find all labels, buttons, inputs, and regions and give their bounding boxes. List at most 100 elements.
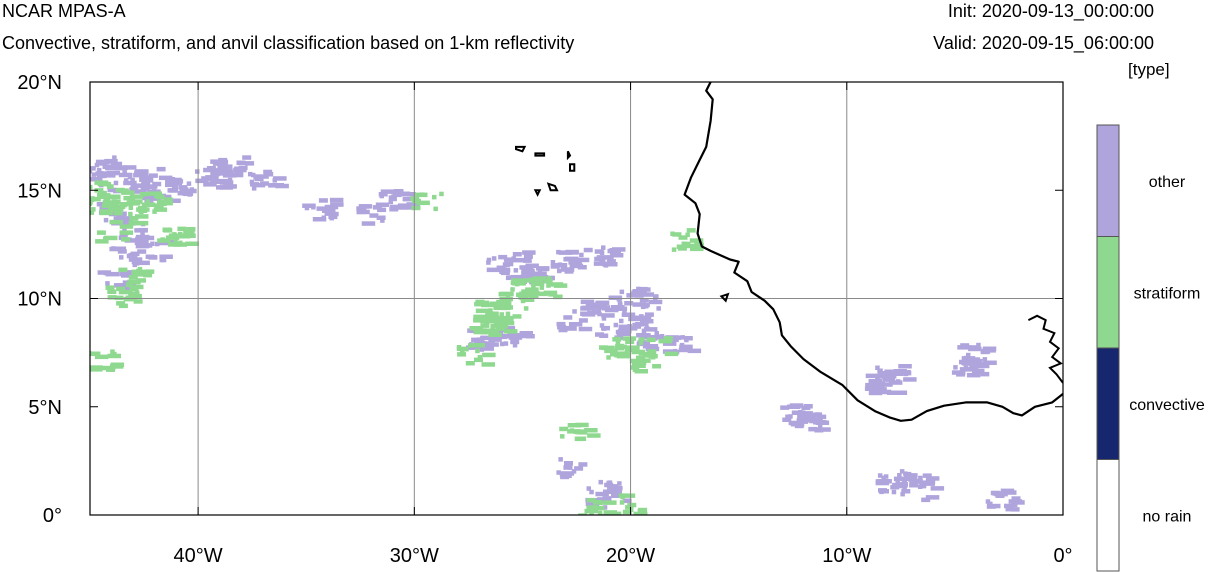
precip-stratiform-cell [99, 194, 109, 199]
precip-stratiform-cell [91, 207, 96, 212]
precip-other-cell [406, 192, 416, 197]
precip-other-cluster [165, 177, 197, 197]
precip-other-cell [563, 315, 573, 320]
precip-other-cell [90, 168, 93, 174]
precip-layer [90, 155, 1025, 515]
precip-other-cell [238, 165, 248, 171]
precip-other-cell [106, 173, 116, 178]
precip-other-cell [612, 247, 626, 252]
precip-stratiform-cell [90, 351, 92, 356]
precip-other-cell [155, 241, 160, 247]
precip-other-cell [634, 293, 644, 298]
precip-other-cell [794, 423, 804, 429]
precip-stratiform-cell [139, 191, 149, 197]
gridlines [90, 82, 1063, 515]
precip-stratiform-cell [123, 195, 133, 201]
precip-stratiform-cell [480, 329, 495, 335]
precip-other-cell [803, 411, 813, 416]
precip-other-cell [236, 160, 246, 165]
precip-other-cell [329, 215, 334, 221]
precip-other-cell [563, 326, 577, 331]
precip-stratiform-cell [182, 233, 196, 238]
precip-other-cell [130, 183, 144, 188]
precip-other-cell [617, 481, 622, 486]
precip-other-cell [103, 217, 109, 223]
precip-stratiform-cell [598, 500, 603, 505]
precip-other-cell [177, 190, 187, 196]
precip-stratiform-cell [94, 354, 109, 360]
axis-labels: 20°N 15°N 10°N 5°N 0° 40°W 30°W 20°W 10°W 0° [17, 72, 1072, 567]
precip-stratiform-cell [642, 353, 652, 358]
precip-other-cell [641, 335, 656, 340]
precip-stratiform-cell [131, 273, 137, 279]
precip-stratiform-cell [511, 278, 521, 283]
precip-stratiform-cell [138, 206, 147, 211]
precip-other-cell [522, 258, 532, 263]
precip-other-cell [926, 481, 935, 486]
precip-other-cell [229, 172, 244, 178]
precip-stratiform-cell [186, 227, 196, 232]
precip-other-cell [612, 490, 622, 495]
precip-other-cluster [875, 364, 917, 385]
precip-stratiform-cell [577, 436, 587, 441]
precip-stratiform-cell [485, 311, 499, 316]
precip-other-cell [123, 178, 129, 183]
precip-other-cell [108, 211, 118, 217]
precip-other-cell [273, 176, 287, 181]
precip-other-cell [150, 241, 155, 246]
precip-other-cell [883, 382, 893, 387]
precip-stratiform-cell [548, 292, 558, 297]
precip-other-cell [598, 479, 603, 485]
precip-other-cell [648, 299, 663, 305]
island-outline [719, 292, 730, 303]
precip-stratiform-cell [628, 507, 634, 512]
precip-other-cell [1011, 500, 1025, 505]
precip-other-cell [1012, 502, 1018, 507]
precip-other-cell [264, 172, 274, 177]
precip-stratiform-cell [539, 285, 545, 290]
precip-stratiform-cell [651, 351, 656, 357]
precip-other-cell [397, 203, 412, 209]
precip-stratiform-cell [529, 277, 544, 282]
precip-other-cell [653, 295, 658, 300]
precip-stratiform-cluster [138, 191, 173, 212]
precip-other-cell [186, 181, 192, 186]
precip-other-cluster [912, 479, 945, 503]
precip-stratiform-cell [125, 282, 131, 287]
precip-other-cell [608, 259, 614, 264]
precip-other-cell [901, 489, 911, 494]
precip-stratiform-cell [471, 343, 485, 348]
precip-stratiform-cell [110, 349, 115, 354]
precip-other-cell [122, 270, 136, 275]
precip-other-cell [121, 273, 130, 278]
precip-other-cell [956, 372, 966, 377]
lon-tick-label: 30°W [390, 545, 439, 567]
precip-other-cell [616, 331, 631, 336]
precip-other-cell [608, 295, 623, 300]
precip-stratiform-cell [514, 281, 520, 287]
lat-tick-label: 20°N [17, 72, 62, 94]
precip-other-cluster [356, 202, 390, 226]
precip-other-cell [982, 346, 997, 351]
precip-other-cell [875, 374, 884, 379]
precip-other-cell [98, 160, 108, 166]
precip-other-cell [505, 275, 511, 281]
precip-other-cell [330, 202, 344, 207]
precip-stratiform-cell [111, 204, 126, 210]
precip-other-cell [114, 165, 128, 171]
precip-other-cell [581, 305, 595, 311]
precip-stratiform-cell [185, 241, 199, 246]
precip-stratiform-cell [620, 494, 625, 500]
precip-other-cell [523, 254, 533, 259]
precip-stratiform-cell [636, 355, 645, 361]
precip-other-cell [130, 177, 135, 183]
precip-other-cell [135, 243, 150, 249]
precip-stratiform-cell [480, 316, 490, 321]
precip-stratiform-cell [678, 235, 688, 240]
valid-time: Valid: 2020-09-15_06:00:00 [933, 33, 1154, 53]
precip-stratiform-cell [119, 230, 134, 235]
precip-stratiform-cell [419, 192, 425, 197]
init-time: Init: 2020-09-13_00:00:00 [947, 1, 1154, 21]
precip-stratiform-cell [531, 283, 536, 288]
